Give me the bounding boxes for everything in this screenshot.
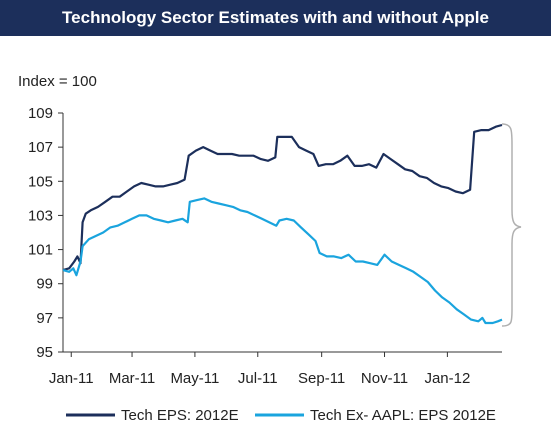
y-tick-label: 101 bbox=[28, 242, 53, 259]
y-tick-label: 107 bbox=[28, 139, 53, 156]
legend-label-tech-ex-aapl: Tech Ex- AAPL: EPS 2012E bbox=[310, 407, 496, 424]
legend: Tech EPS: 2012E Tech Ex- AAPL: EPS 2012E bbox=[66, 407, 496, 424]
y-tick-label: 95 bbox=[36, 344, 53, 361]
chart-title: Technology Sector Estimates with and wit… bbox=[62, 8, 489, 27]
y-tick-label: 97 bbox=[36, 310, 53, 327]
x-tick-label: Jan-12 bbox=[424, 370, 470, 387]
x-axis: Jan-11 Mar-11 May-11 Jul-11 Sep-11 Nov-11 Jan-… bbox=[49, 351, 502, 387]
y-tick-label: 99 bbox=[36, 276, 53, 293]
legend-label-tech-eps: Tech EPS: 2012E bbox=[121, 407, 239, 424]
y-axis: 95 97 99 101 103 105 107 109 bbox=[28, 105, 64, 361]
y-tick-label: 103 bbox=[28, 207, 53, 224]
x-tick-label: Jan-11 bbox=[49, 370, 94, 387]
series-line-tech-ex-aapl bbox=[62, 197, 503, 325]
bracket-annotation bbox=[501, 123, 522, 327]
series-line-tech-eps bbox=[62, 123, 503, 272]
x-tick-label: Nov-11 bbox=[361, 370, 408, 387]
x-tick-label: May-11 bbox=[170, 370, 219, 387]
x-tick-label: Mar-11 bbox=[109, 370, 155, 387]
title-bar: Technology Sector Estimates with and wit… bbox=[0, 0, 551, 36]
x-tick-label: Sep-11 bbox=[298, 370, 345, 387]
y-tick-label: 109 bbox=[28, 105, 53, 122]
y-axis-label: Index = 100 bbox=[18, 73, 97, 90]
series-lines bbox=[62, 123, 503, 325]
y-tick-label: 105 bbox=[28, 173, 53, 190]
x-tick-label: Jul-11 bbox=[238, 370, 278, 387]
